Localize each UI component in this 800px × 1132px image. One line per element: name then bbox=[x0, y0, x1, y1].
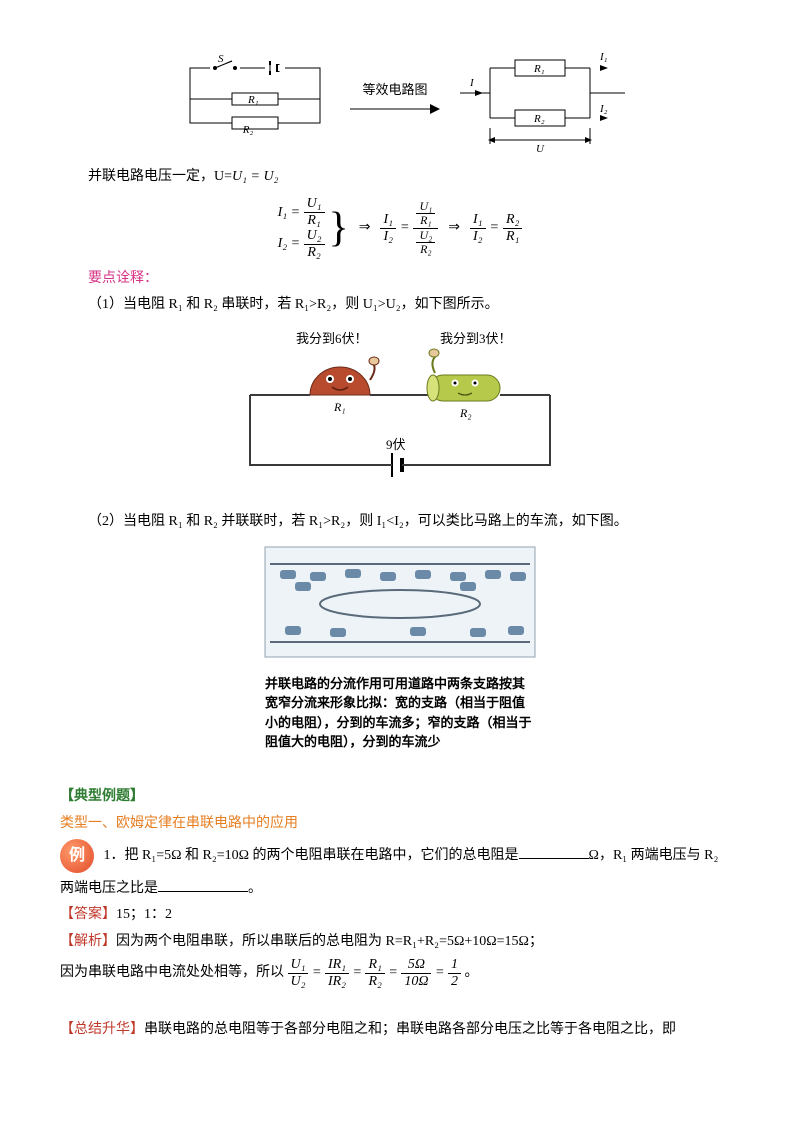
circuit-left: S R₁ R₂ bbox=[170, 53, 340, 153]
key-points-heading: 要点诠释： bbox=[60, 268, 740, 290]
answer-label: 【答案】 bbox=[60, 907, 116, 922]
label-R1-left: R₁ bbox=[247, 94, 259, 106]
fig2-R1: R₁ bbox=[333, 400, 346, 414]
summary-line: 【总结升华】串联电路的总电阻等于各部分电阻之和；串联电路各部分电压之比等于各电阻… bbox=[60, 1019, 740, 1041]
fig2-R2: R₂ bbox=[459, 406, 472, 420]
derivation-block: I₁ = U₁R₁ I₂ = U₂R₂ } ⇒ I₁I₂ = U₁R₁ U₂R₂… bbox=[60, 196, 740, 260]
arrow-equiv: 等效电路图 bbox=[350, 80, 440, 125]
type-1-heading: 类型一、欧姆定律在串联电路中的应用 bbox=[60, 813, 740, 835]
question-1-line2: 两端电压之比是。 bbox=[60, 877, 740, 900]
section-heading: 【典型例题】 bbox=[60, 786, 740, 808]
question-1: 例 1．把 R₁=5Ω 和 R₂=10Ω 的两个电阻串联在电路中，它们的总电阻是… bbox=[60, 839, 740, 873]
arrow-label: 等效电路图 bbox=[350, 80, 440, 101]
figure-series-cartoon: R₁ 我分到6伏！ R₂ 我分到3伏！ 9伏 bbox=[60, 325, 740, 503]
parse-label: 【解析】 bbox=[60, 934, 116, 949]
fig2-bubble-right: 我分到3伏！ bbox=[440, 331, 512, 346]
key-point-2: （2）当电阻 R₁ 和 R₂ 并联联时，若 R₁>R₂，则 I₁<I₂，可以类比… bbox=[60, 511, 740, 533]
summary-label: 【总结升华】 bbox=[60, 1022, 144, 1037]
label-R2-left: R₂ bbox=[242, 124, 254, 136]
parse-ratio-line: 因为串联电路中电流处处相等，所以 U₁U₂ = IR₁IR₂ = R₁R₂ = … bbox=[60, 957, 740, 989]
key-point-1: （1）当电阻 R₁ 和 R₂ 串联时，若 R₁>R₂，则 U₁>U₂，如下图所示… bbox=[60, 294, 740, 316]
label-R1-right: R₁ bbox=[533, 63, 545, 75]
label-U: U bbox=[536, 143, 545, 155]
fig3-caption: 并联电路的分流作用可用道路中两条支路按其宽窄分流来形象比拟：宽的支路（相当于阻值… bbox=[265, 674, 535, 752]
answer-line: 【答案】15；1：2 bbox=[60, 904, 740, 926]
label-I1: I₁ bbox=[599, 51, 608, 63]
fig2-bubble-left: 我分到6伏！ bbox=[296, 331, 368, 346]
parse-line: 【解析】因为两个电阻串联，所以串联后的总电阻为 R=R₁+R₂=5Ω+10Ω=1… bbox=[60, 931, 740, 953]
label-R2-right: R₂ bbox=[533, 113, 545, 125]
label-I2: I₂ bbox=[599, 103, 608, 115]
parallel-voltage-line: 并联电路电压一定，U=U₁ = U₂ bbox=[60, 166, 740, 188]
label-S: S bbox=[218, 53, 224, 65]
example-badge: 例 bbox=[60, 839, 94, 873]
label-I: I bbox=[469, 77, 475, 89]
figure-parallel-circuits: S R₁ R₂ 等效电路图 I bbox=[60, 48, 740, 158]
figure-road-analogy: 并联电路的分流作用可用道路中两条支路按其宽窄分流来形象比拟：宽的支路（相当于阻值… bbox=[60, 542, 740, 752]
fig2-batt: 9伏 bbox=[386, 437, 406, 452]
circuit-right: I R₁ I₁ R₂ I₂ U bbox=[450, 48, 630, 158]
